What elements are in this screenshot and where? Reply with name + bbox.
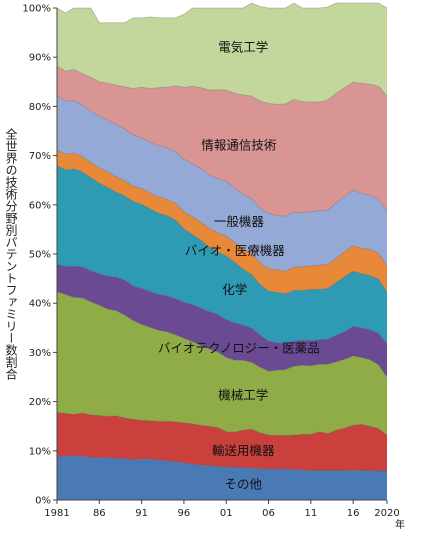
area-5 — [57, 150, 387, 294]
y-tick-label: 60% — [29, 200, 51, 211]
x-tick-label: 16 — [347, 508, 360, 519]
x-tick-label: 86 — [93, 508, 106, 519]
y-tick-label: 20% — [29, 397, 51, 408]
y-tick-label: 70% — [29, 151, 51, 162]
x-tick-label: 1981 — [44, 508, 69, 519]
band-label-2: 機械工学 — [218, 388, 268, 403]
y-tick-label: 0% — [35, 496, 51, 507]
x-tick-label: 11 — [304, 508, 317, 519]
x-tick-label: 01 — [220, 508, 233, 519]
area-8 — [57, 3, 387, 105]
area-3 — [57, 264, 387, 377]
band-label-5: バイオ・医療機器 — [185, 243, 286, 258]
y-tick-label: 100% — [22, 4, 51, 15]
x-tick-label: 2020 — [374, 508, 399, 519]
area-boundary-4 — [56, 165, 388, 295]
band-label-3: バイオテクノロジー・医薬品 — [158, 340, 320, 355]
area-6 — [57, 96, 387, 272]
area-boundary-3 — [56, 263, 388, 345]
area-layers — [56, 2, 388, 500]
area-2 — [57, 291, 387, 436]
area-boundary-6 — [56, 95, 388, 217]
band-labels: その他 輸送用機器 機械工学 バイオテクノロジー・医薬品 化学 バイオ・医療機器 一般機器 情… — [158, 40, 320, 492]
y-tick-label: 50% — [29, 250, 51, 261]
y-tick-label: 30% — [29, 348, 51, 359]
area-0 — [57, 455, 387, 500]
area-7 — [57, 66, 387, 217]
area-boundary-0 — [56, 455, 387, 472]
x-axis-unit: 年 — [395, 518, 405, 531]
band-label-1: 輸送用機器 — [212, 443, 275, 458]
y-tick-label: 90% — [29, 53, 51, 64]
x-axis-ticks: 1981 86 91 96 01 06 11 16 2020 — [44, 499, 400, 519]
x-tick-label: 96 — [178, 508, 191, 519]
area-boundary-5 — [56, 149, 388, 272]
area-boundary-2 — [56, 291, 388, 378]
band-label-6: 一般機器 — [214, 214, 265, 229]
band-label-0: その他 — [224, 476, 262, 491]
y-tick-label: 10% — [29, 446, 51, 457]
band-label-4: 化学 — [222, 282, 247, 297]
area-boundary-8 — [56, 2, 388, 24]
y-tick-label: 80% — [29, 102, 51, 113]
y-axis-ticks: 0% 10% 20% 30% 40% 50% 60% 70% 80% 90% 100% — [22, 4, 58, 507]
area-4 — [57, 165, 387, 345]
y-tick-label: 40% — [29, 299, 51, 310]
band-label-8: 電気工学 — [218, 40, 268, 55]
x-tick-label: 06 — [262, 508, 275, 519]
area-1 — [57, 412, 387, 471]
y-axis-title: 全世界の技術分野別パテントファミリー数割合 — [4, 128, 18, 380]
band-label-7: 情報通信技術 — [201, 137, 276, 152]
area-boundary-1 — [56, 412, 388, 436]
x-tick-label: 91 — [135, 508, 148, 519]
area-boundary-7 — [56, 65, 388, 105]
